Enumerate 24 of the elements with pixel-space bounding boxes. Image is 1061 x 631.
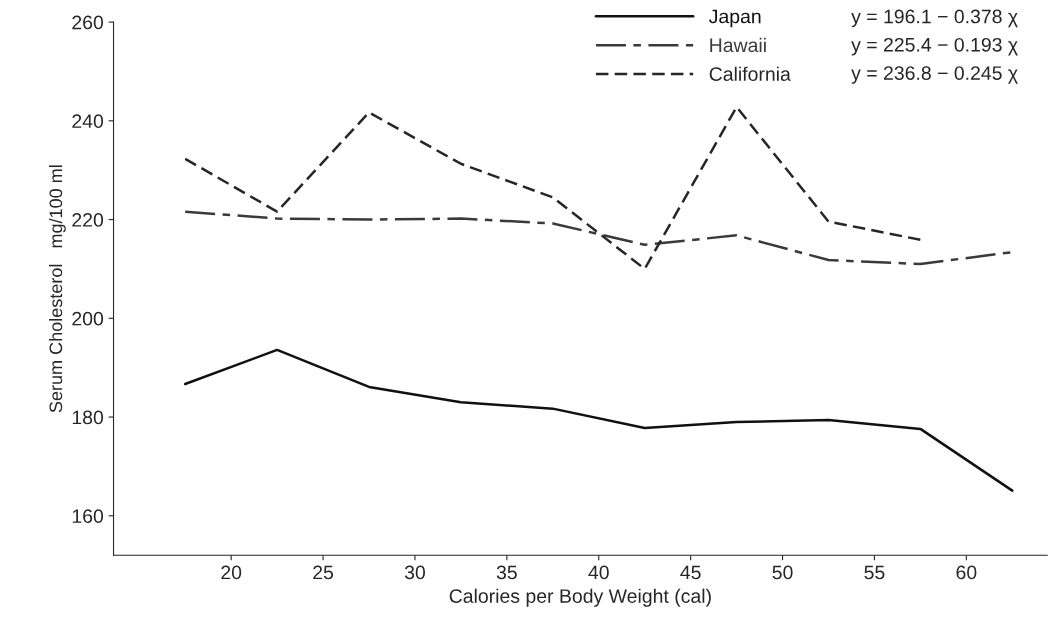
x-tick-label: 60 xyxy=(956,565,977,580)
y-tick-label: 240 xyxy=(72,114,104,129)
series-label: California xyxy=(709,66,791,81)
y-tick-label: 180 xyxy=(72,410,104,425)
text: Japan xyxy=(709,9,761,28)
annotation: y = 236.8 − 0.245 χ xyxy=(851,66,1018,84)
x-axis-title: Calories per Body Weight (cal) xyxy=(449,588,711,607)
x-tick-label: 30 xyxy=(404,565,426,580)
x-tick-label: 45 xyxy=(680,565,701,580)
y-tick-label: 160 xyxy=(72,509,104,524)
x-tick-label: 20 xyxy=(221,565,242,580)
text: Hawaii xyxy=(710,37,766,53)
x-tick-label: 40 xyxy=(588,565,609,580)
y-axis-title: Serum Cholesterol mg/100 ml xyxy=(48,165,66,413)
line-series xyxy=(183,348,1014,492)
y-tick-label: 220 xyxy=(72,213,104,227)
x-tick-label: 50 xyxy=(772,565,793,580)
x-tick-label: 35 xyxy=(496,565,517,580)
x-tick-label: 55 xyxy=(864,565,885,580)
annotation: y = 196.1 − 0.378 χ xyxy=(851,9,1018,28)
y-tick-label: 200 xyxy=(72,311,104,326)
x-tick-label: 25 xyxy=(313,565,334,580)
y-tick-label: 260 xyxy=(72,15,104,30)
annotation: y = 225.4 − 0.193 χ xyxy=(851,37,1018,56)
